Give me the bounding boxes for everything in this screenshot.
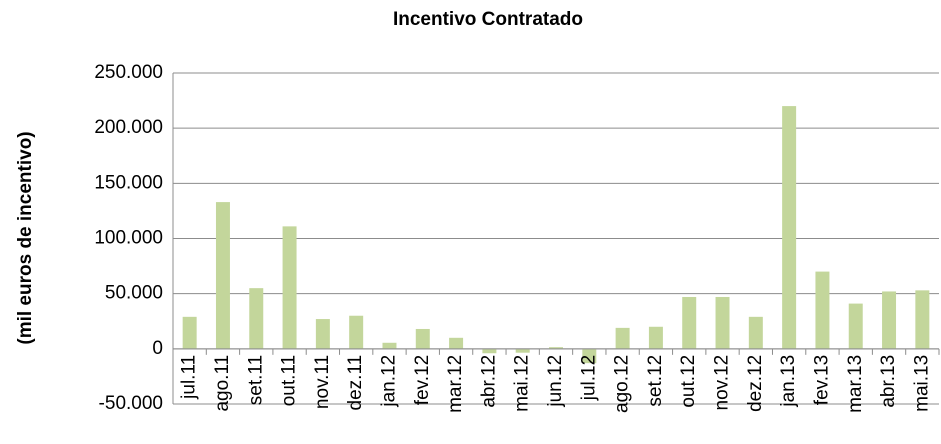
x-tick-label: mai.12 xyxy=(512,355,533,412)
x-tick-label: mai.13 xyxy=(911,355,932,412)
bar xyxy=(315,319,330,349)
x-tick-label: abr.13 xyxy=(878,355,899,408)
bar xyxy=(782,106,797,349)
bar xyxy=(415,328,430,349)
bar xyxy=(582,348,597,364)
x-tick-label: ago.12 xyxy=(612,355,633,413)
chart-title: Incentivo Contratado xyxy=(393,9,583,30)
x-tick-label: mar.12 xyxy=(445,355,466,413)
bar xyxy=(515,348,530,353)
x-tick-label: out.11 xyxy=(279,355,300,406)
y-tick-label: 0 xyxy=(152,338,163,359)
bar xyxy=(615,327,630,349)
x-tick-label: dez.12 xyxy=(745,355,766,412)
bar xyxy=(748,316,763,349)
bar xyxy=(648,326,663,349)
x-tick-label: dez.11 xyxy=(345,355,366,411)
x-tick-label: set.12 xyxy=(645,355,666,407)
bar xyxy=(682,296,697,349)
bar xyxy=(182,316,197,349)
x-tick-label: set.11 xyxy=(245,355,266,405)
y-tick-label: 200.000 xyxy=(94,117,163,138)
x-tick-label: jul.12 xyxy=(578,355,599,401)
bar xyxy=(449,337,464,349)
bar xyxy=(915,290,930,349)
bar xyxy=(249,288,264,349)
y-tick-label: 250.000 xyxy=(94,62,163,83)
bar xyxy=(349,315,364,349)
bar xyxy=(715,296,730,349)
x-tick-label: fev.12 xyxy=(412,355,433,405)
x-tick-label: mar.13 xyxy=(845,355,866,413)
bar xyxy=(215,202,230,349)
bar xyxy=(282,226,297,349)
bar xyxy=(882,291,897,349)
y-tick-label: 150.000 xyxy=(94,172,163,193)
x-tick-label: out.12 xyxy=(678,355,699,408)
bar xyxy=(482,348,497,354)
x-tick-label: nov.12 xyxy=(712,355,733,411)
x-tick-label: jan.12 xyxy=(378,355,399,408)
bar xyxy=(549,347,563,349)
bar xyxy=(382,342,397,349)
x-tick-label: jun.12 xyxy=(545,355,566,408)
x-tick-label: jul.11 xyxy=(179,355,200,400)
y-tick-label: 100.000 xyxy=(94,228,163,249)
y-tick-label: -50.000 xyxy=(99,393,163,414)
x-tick-label: ago.11 xyxy=(212,355,233,412)
x-tick-label: fev.13 xyxy=(811,355,832,405)
x-tick-label: abr.12 xyxy=(478,355,499,408)
y-tick-label: 50.000 xyxy=(105,283,163,304)
x-tick-label: nov.11 xyxy=(312,355,333,409)
y-axis-label: (mil euros de incentivo) xyxy=(15,131,36,344)
bar xyxy=(815,271,830,349)
bar xyxy=(848,303,863,349)
x-tick-label: jan.13 xyxy=(778,355,799,408)
